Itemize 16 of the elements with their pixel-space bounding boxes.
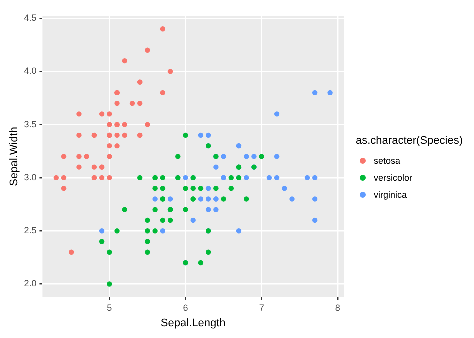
x-axis-title: Sepal.Length [160, 317, 226, 330]
x-tick-label: 8 [335, 302, 340, 313]
x-tick-label: 6 [183, 302, 188, 313]
legend-label: virginica [374, 190, 408, 200]
y-tick-label: 3.5 [24, 119, 37, 130]
y-tick-label: 4.0 [24, 66, 37, 76]
x-tick-label: 5 [107, 302, 112, 313]
y-tick-label: 4.5 [24, 13, 37, 24]
y-tick-label: 3.0 [24, 172, 37, 182]
y-axis-title: Sepal.Width [8, 127, 21, 186]
x-tick-label: 7 [259, 302, 264, 313]
legend-title: as.character(Species) [356, 134, 463, 146]
y-tick-label: 2.5 [24, 226, 37, 236]
legend-label: versicolor [374, 173, 413, 183]
legend-label: setosa [374, 156, 401, 166]
y-tick-label: 2.0 [24, 278, 37, 289]
